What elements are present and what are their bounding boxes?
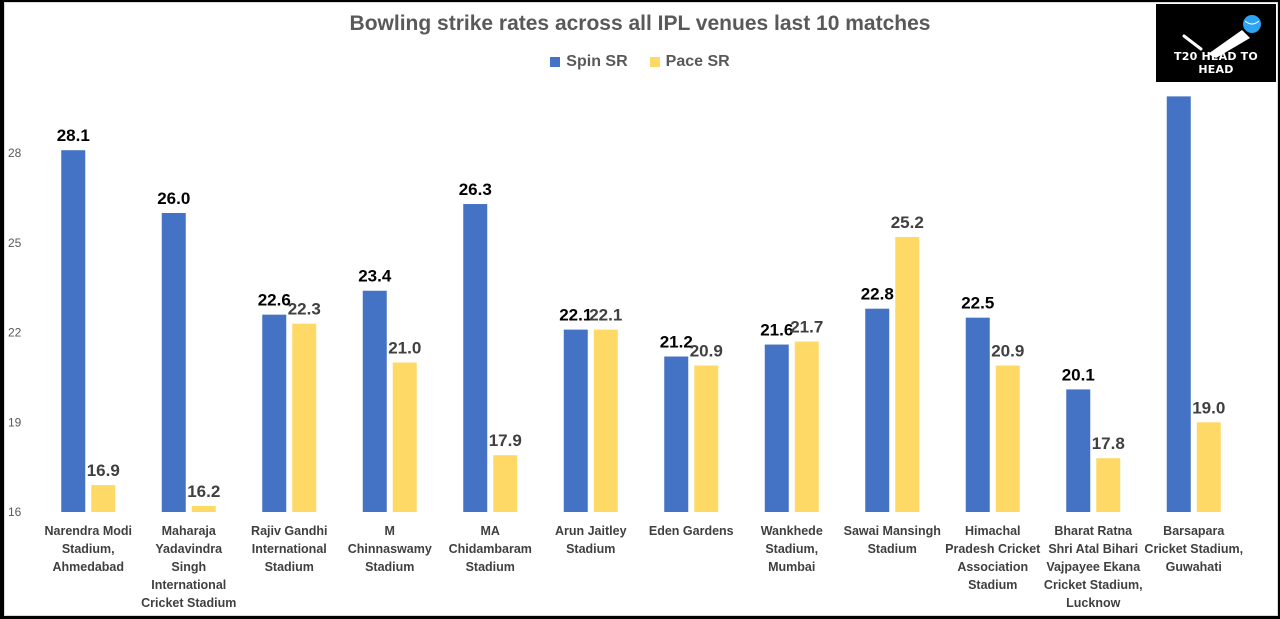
bar-pace-sr	[1196, 422, 1221, 512]
data-label-spin-sr: 26.3	[459, 180, 492, 199]
bar-spin-sr	[965, 317, 990, 512]
t20-head-to-head-logo: T20 HEAD TO HEAD	[1156, 4, 1276, 82]
bar-pace-sr	[995, 365, 1020, 512]
bar-pace-sr	[694, 365, 719, 512]
data-label-pace-sr: 16.9	[87, 461, 120, 480]
bar-spin-sr	[463, 204, 488, 512]
x-category-label: Barsapara Cricket Stadium, Guwahati	[1144, 524, 1243, 574]
x-category-label: Maharaja Yadavindra Singh International Cric…	[141, 524, 236, 610]
data-label-spin-sr: 21.6	[760, 321, 793, 340]
data-label-pace-sr: 21.0	[388, 339, 421, 358]
data-label-pace-sr: 21.7	[790, 318, 823, 337]
chart-title: Bowling strike rates across all IPL venu…	[349, 12, 931, 35]
bar-spin-sr	[764, 344, 789, 512]
legend-label-spin: Spin SR	[566, 53, 628, 70]
bar-pace-sr	[493, 455, 518, 512]
legend-swatch-spin	[550, 57, 561, 67]
data-label-pace-sr: 25.2	[891, 213, 924, 232]
x-category-label: M Chinnaswamy Stadium	[348, 524, 432, 574]
logo-text: T20 HEAD TO HEAD	[1174, 50, 1258, 76]
bar-pace-sr	[593, 329, 618, 512]
bar-spin-sr	[563, 329, 588, 512]
x-category-label: MA Chidambaram Stadium	[449, 524, 532, 574]
bar-pace-sr	[794, 341, 819, 512]
data-label-pace-sr: 22.3	[288, 300, 321, 319]
y-tick-label: 22	[8, 326, 22, 340]
bar-spin-sr	[362, 290, 387, 512]
data-label-pace-sr: 22.1	[589, 306, 622, 325]
bar-spin-sr	[1066, 389, 1091, 512]
data-label-spin-sr: 22.6	[258, 291, 291, 310]
x-category-label: Sawai Mansingh Stadium	[844, 524, 941, 556]
data-label-pace-sr: 17.9	[489, 431, 522, 450]
x-category-label: Arun Jaitley Stadium	[555, 524, 627, 556]
bar-pace-sr	[191, 506, 216, 512]
x-category-label: Wankhede Stadium, Mumbai	[761, 524, 823, 574]
bar-pace-sr	[1096, 458, 1121, 512]
bar-spin-sr	[161, 213, 186, 512]
bar-pace-sr	[292, 323, 317, 512]
y-tick-label: 25	[8, 236, 22, 250]
y-tick-label: 19	[8, 415, 22, 429]
data-label-spin-sr: 22.5	[961, 294, 994, 313]
x-category-label: Rajiv Gandhi International Stadium	[251, 524, 327, 574]
data-label-spin-sr: 26.0	[157, 189, 190, 208]
chart-legend: Spin SR Pace SR	[0, 53, 1280, 71]
bar-pace-sr	[895, 236, 920, 513]
data-label-spin-sr: 21.2	[660, 333, 693, 352]
y-tick-label: 16	[8, 505, 22, 519]
x-category-label: Eden Gardens	[649, 524, 734, 538]
x-category-label: Himachal Pradesh Cricket Association Stadiu…	[945, 524, 1041, 592]
chart-panel	[4, 2, 1278, 616]
legend-swatch-pace	[649, 57, 660, 67]
data-label-spin-sr: 23.4	[358, 267, 392, 286]
bar-pace-sr	[91, 485, 116, 512]
y-tick-label: 28	[8, 146, 22, 160]
x-category-label: Bharat Ratna Shri Atal Bihari Vajpayee Eka…	[1044, 524, 1143, 610]
cricket-bat-ball-icon	[1182, 15, 1261, 58]
bar-spin-sr	[664, 356, 689, 512]
data-label-pace-sr: 19.0	[1192, 398, 1225, 417]
bar-pace-sr	[392, 362, 417, 512]
data-label-spin-sr: 22.8	[861, 285, 894, 304]
legend-label-pace: Pace SR	[665, 53, 730, 70]
legend-item-pace: Pace SR	[649, 53, 730, 71]
data-label-spin-sr: 28.1	[57, 126, 90, 145]
bar-spin-sr	[865, 308, 890, 512]
bar-spin-sr	[262, 314, 287, 512]
bar-spin-sr	[61, 150, 86, 512]
data-label-spin-sr: 22.1	[559, 306, 592, 325]
data-label-pace-sr: 17.8	[1092, 434, 1125, 453]
legend-item-spin: Spin SR	[550, 53, 628, 71]
data-label-pace-sr: 20.9	[991, 341, 1024, 360]
bar-spin-sr	[1166, 96, 1191, 512]
data-label-pace-sr: 16.2	[187, 482, 220, 501]
data-label-spin-sr: 20.1	[1062, 365, 1095, 384]
x-category-label: Narendra Modi Stadium, Ahmedabad	[44, 524, 132, 574]
data-label-pace-sr: 20.9	[690, 341, 723, 360]
